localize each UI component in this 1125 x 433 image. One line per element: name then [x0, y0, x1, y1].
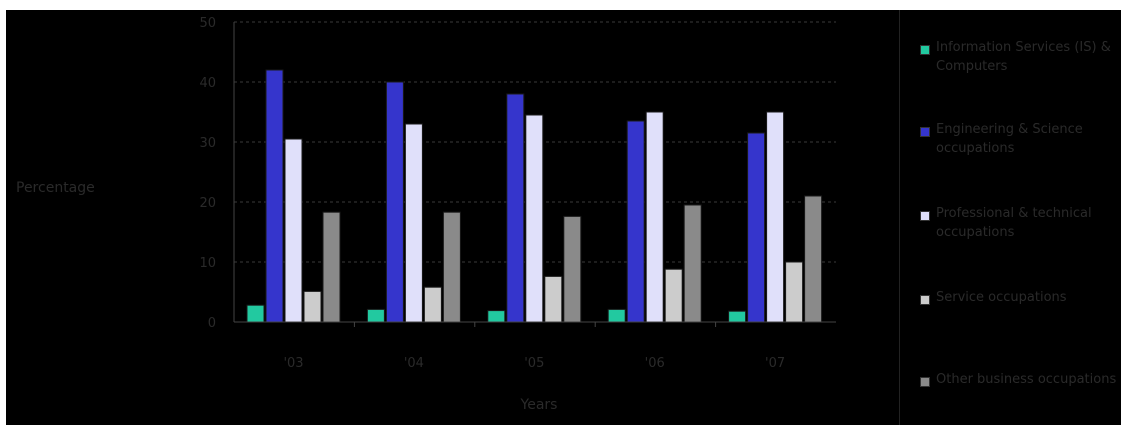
y-tick-label: 40: [199, 76, 216, 91]
legend-item: Professional & technical occupations: [920, 204, 1120, 242]
bar: [626, 120, 645, 323]
bar: [785, 261, 804, 323]
bar: [525, 114, 544, 323]
bar: [385, 81, 404, 323]
axes: [233, 22, 836, 327]
legend-item: Engineering & Science occupations: [920, 120, 1120, 158]
bar: [664, 268, 683, 323]
bar: [284, 138, 303, 323]
legend-swatch: [920, 211, 930, 221]
bar: [423, 286, 442, 323]
bar: [645, 111, 664, 323]
bar-chart: 0 10 20 30 40 50 '03 '04 '05 '06 '07 Percentage Ye…: [16, 16, 836, 413]
chart-frame: 0 10 20 30 40 50 '03 '04 '05 '06 '07 Percentage Ye…: [6, 10, 1121, 425]
bar: [607, 308, 626, 323]
y-tick-label: 0: [208, 316, 216, 331]
bar: [563, 215, 582, 323]
legend-label: Information Services (IS) & Computers: [936, 40, 1111, 74]
legend-swatch: [920, 377, 930, 387]
bar: [404, 123, 423, 323]
x-tick-label: '07: [765, 356, 785, 371]
y-tick-label: 20: [199, 196, 216, 211]
bar: [804, 195, 823, 323]
x-tick-label: '05: [524, 356, 544, 371]
bar: [683, 204, 702, 323]
legend-swatch: [920, 127, 930, 137]
x-tick-label: '03: [283, 356, 303, 371]
bar: [442, 211, 461, 323]
legend-label: Professional & technical occupations: [936, 206, 1092, 240]
y-axis-title: Percentage: [16, 180, 95, 196]
y-tick-label: 50: [199, 16, 216, 31]
tick-labels: 0 10 20 30 40 50 '03 '04 '05 '06 '07: [199, 16, 785, 371]
x-tick-label: '06: [645, 356, 665, 371]
bar: [487, 310, 506, 323]
bar: [544, 275, 563, 323]
legend-swatch: [920, 45, 930, 55]
x-tick-label: '04: [404, 356, 424, 371]
x-axis-title: Years: [520, 397, 558, 413]
legend: Information Services (IS) & Computers Eng…: [899, 10, 1122, 425]
bar: [366, 308, 385, 323]
bar: [265, 69, 284, 323]
bars: [246, 69, 823, 323]
bar: [303, 290, 322, 323]
y-tick-label: 10: [199, 256, 216, 271]
bar: [506, 93, 525, 323]
legend-item: Information Services (IS) & Computers: [920, 38, 1120, 76]
bar: [728, 310, 747, 323]
bar: [747, 132, 766, 323]
legend-item: Service occupations: [920, 288, 1120, 307]
y-tick-label: 30: [199, 136, 216, 151]
bar: [322, 211, 341, 323]
legend-label: Engineering & Science occupations: [936, 122, 1083, 156]
legend-label: Service occupations: [936, 290, 1067, 305]
legend-label: Other business occupations: [936, 372, 1117, 387]
bar: [246, 304, 265, 323]
legend-item: Other business occupations: [920, 370, 1120, 389]
bar: [766, 111, 785, 323]
legend-swatch: [920, 295, 930, 305]
